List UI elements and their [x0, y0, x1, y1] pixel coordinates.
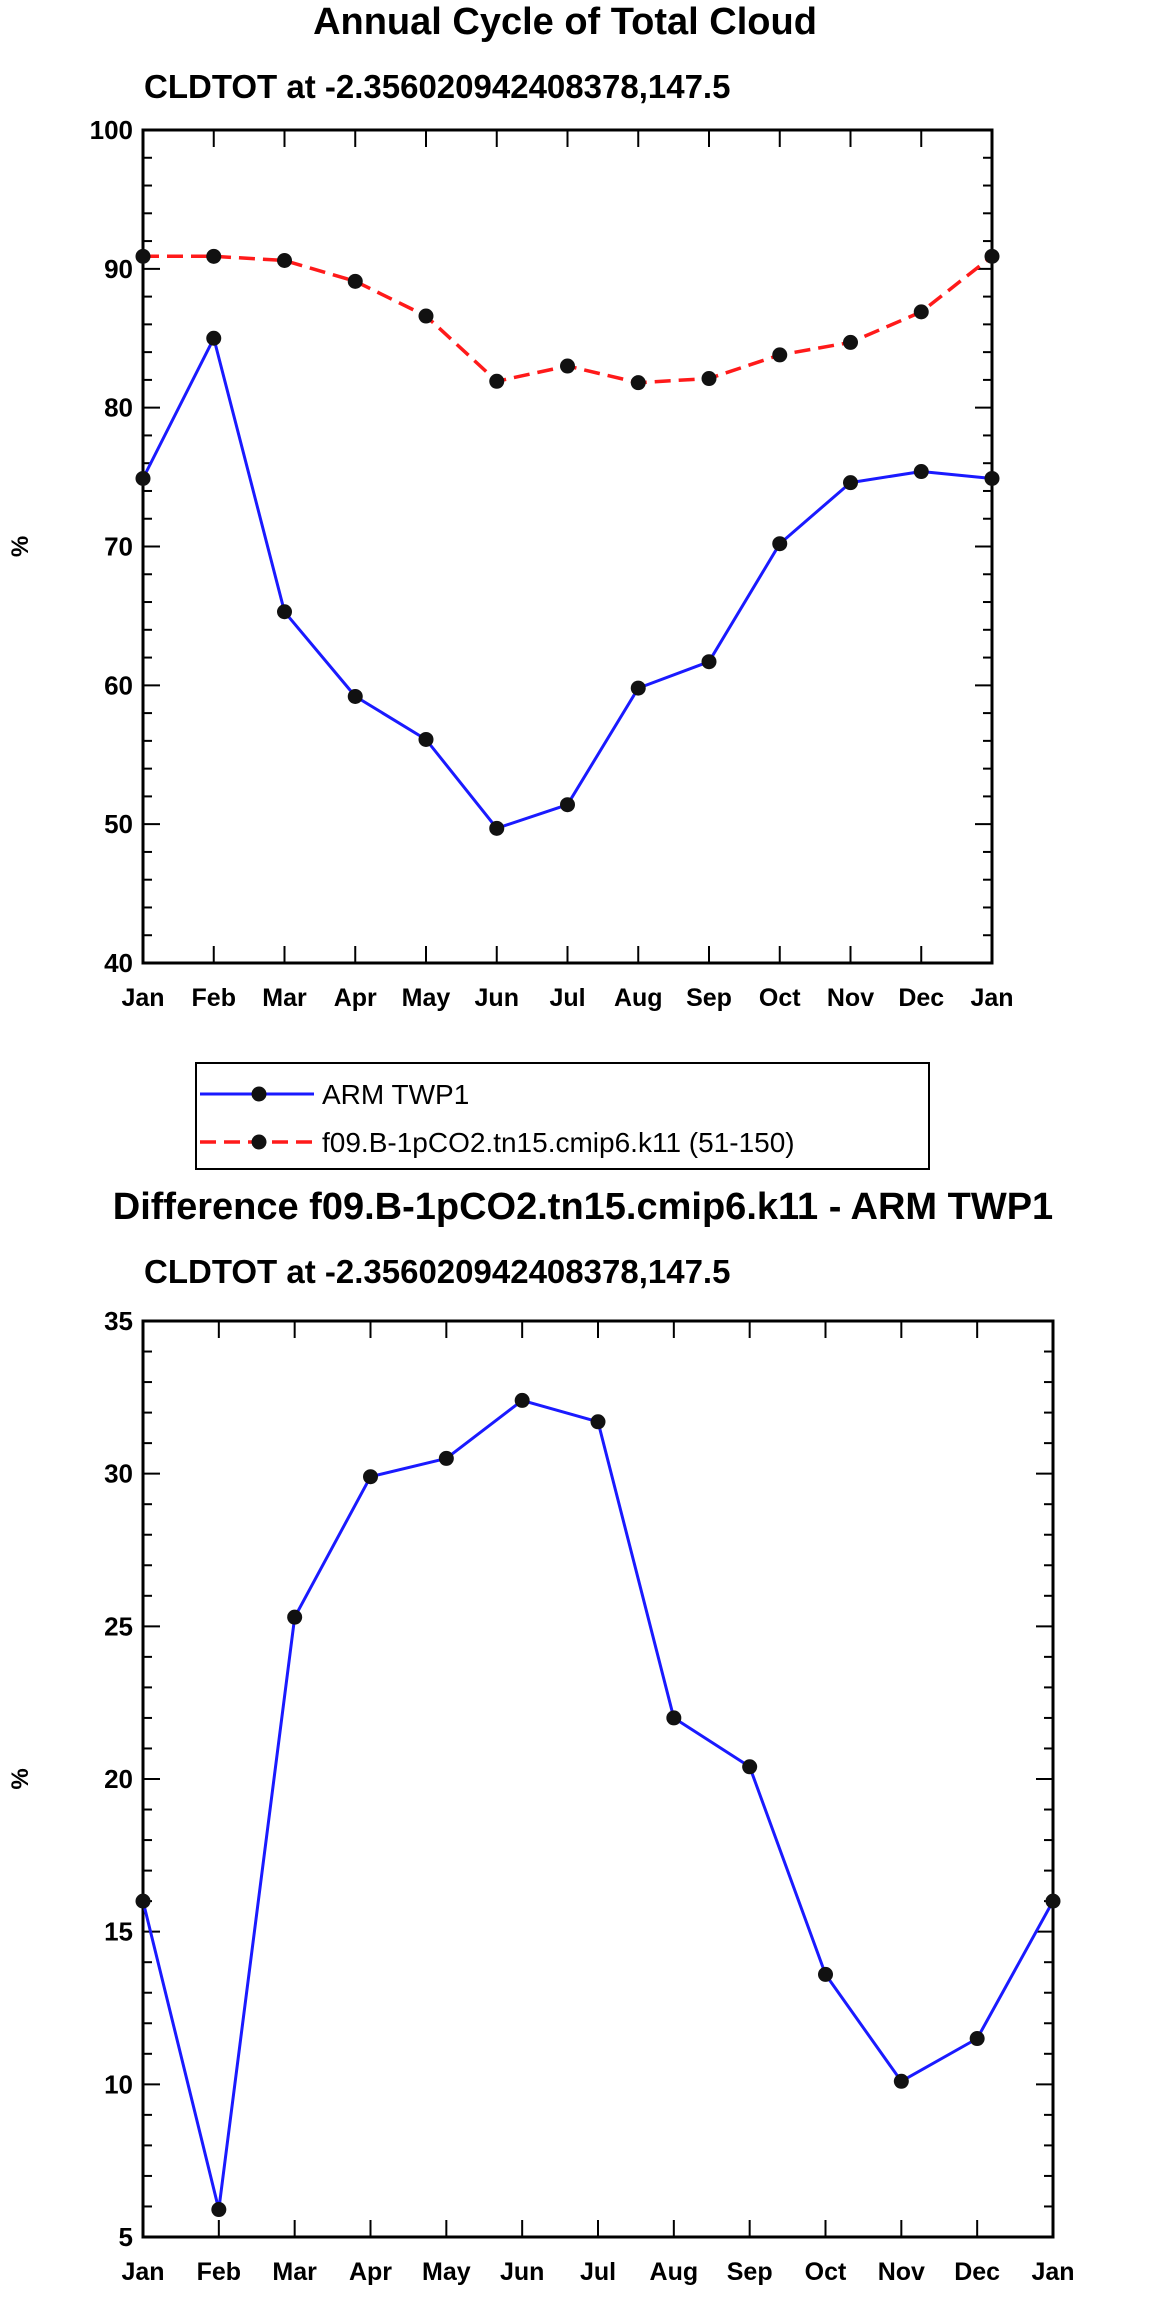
- chart1-ytick-label: 40: [104, 948, 133, 978]
- chart1-series-1-point: [913, 304, 929, 320]
- chart2-xtick-label: Nov: [878, 2258, 925, 2286]
- chart1-series-1-point: [489, 373, 505, 389]
- legend-marker-model: [251, 1134, 267, 1150]
- chart1-series-0-point: [277, 604, 292, 620]
- chart2-series-0-point: [818, 1966, 833, 1982]
- chart2-xtick-label: Jun: [500, 2258, 544, 2286]
- chart1-frame: [141, 128, 994, 965]
- chart1-ytick-label: 50: [104, 809, 133, 839]
- chart1-xtick-label: Feb: [192, 984, 236, 1012]
- chart2-xtick-label: Oct: [805, 2258, 847, 2286]
- chart2-xtick-label: Aug: [650, 2258, 699, 2286]
- chart2-ytick-label: 35: [104, 1306, 133, 1336]
- chart1-xtick-label: Mar: [262, 984, 307, 1012]
- chart2-series-0-point: [514, 1392, 530, 1408]
- chart1-series-1-point: [347, 273, 363, 289]
- chart1-series-1-point: [772, 347, 788, 363]
- chart1-series-0-point: [418, 731, 434, 747]
- chart1-xtick-label: Jun: [475, 984, 519, 1012]
- chart2-xtick-label: May: [422, 2258, 471, 2286]
- chart1-series-1-point: [630, 375, 646, 391]
- chart2-xtick-label: Sep: [727, 2258, 773, 2286]
- chart2-series-0-point: [287, 1609, 303, 1625]
- chart2-xtick-label: Jul: [580, 2258, 616, 2286]
- chart2-series-0-point: [590, 1414, 606, 1430]
- chart1-series-line-0: [141, 336, 993, 830]
- chart1-series-0-point: [347, 688, 363, 704]
- chart2-title: Difference f09.B-1pCO2.tn15.cmip6.k11 - …: [113, 1186, 1053, 1228]
- chart2-ylabel: %: [7, 1768, 34, 1789]
- chart1-series-1-point: [135, 248, 151, 264]
- chart1-xtick-label: Nov: [827, 984, 874, 1012]
- chart1-series-0-point: [135, 470, 151, 486]
- chart1-series-0-point: [984, 470, 1000, 486]
- chart2-xtick-label: Jan: [1031, 2258, 1074, 2286]
- chart1-ytick-label: 90: [104, 254, 133, 284]
- chart2-series-0-point: [135, 1893, 151, 1909]
- chart1-ytick-label: 80: [104, 393, 133, 423]
- chart2-plot: 5 10 15 20 25 30 35 Jan Feb Mar Apr May Jun Jul Aug Sep…: [7, 1306, 1075, 2286]
- chart2-series-0-point: [438, 1450, 454, 1466]
- legend-marker-arm-twp1: [251, 1086, 267, 1102]
- chart1-series-1-point: [701, 371, 717, 387]
- chart1-series-0-point: [701, 654, 717, 670]
- chart1-xtick-label: Jan: [970, 984, 1013, 1012]
- chart1-series-1-point: [206, 248, 222, 264]
- legend-label-model: f09.B-1pCO2.tn15.cmip6.k11 (51-150): [322, 1127, 795, 1158]
- chart1-series-0-point: [489, 820, 505, 836]
- chart2-ytick-label: 25: [104, 1611, 133, 1641]
- legend-label-arm-twp1: ARM TWP1: [322, 1079, 469, 1110]
- chart1-xtick-label: Jan: [121, 984, 164, 1012]
- chart2-ytick-label: 5: [119, 2222, 133, 2252]
- chart2-series-0-point: [893, 2073, 909, 2089]
- chart2-series-line-0: [141, 1398, 1055, 2211]
- chart2-series-0-point: [363, 1469, 378, 1485]
- chart1-series-0-point: [630, 680, 646, 696]
- chart2-ytick-label: 10: [104, 2069, 133, 2099]
- chart1-xtick-label: May: [402, 984, 451, 1012]
- chart1-plot: 40 50 60 70 80 90 100 Jan Feb Mar Apr May Jun Jul Aug S…: [7, 115, 1014, 1012]
- chart1-xtick-label: Apr: [334, 984, 377, 1012]
- chart2-xtick-label: Jan: [121, 2258, 164, 2286]
- chart1-legend: ARM TWP1 f09.B-1pCO2.tn15.cmip6.k11 (51-…: [195, 1062, 930, 1170]
- chart1-subtitle: CLDTOT at -2.356020942408378,147.5: [144, 68, 730, 105]
- chart2-ytick-label: 30: [104, 1459, 133, 1489]
- chart2-series-0-point: [666, 1710, 682, 1726]
- chart1-xtick-label: Aug: [614, 984, 663, 1012]
- chart1-series-0-point: [206, 330, 222, 346]
- chart2-series-0-point: [1045, 1893, 1061, 1909]
- chart2-series-0-point: [211, 2202, 227, 2218]
- chart1-series-1-point: [277, 253, 292, 269]
- chart1-xtick-label: Sep: [686, 984, 732, 1012]
- chart1-xtick-label: Jul: [549, 984, 585, 1012]
- chart1-series-1-point: [843, 334, 858, 350]
- chart1-series-1-point: [418, 308, 434, 324]
- chart1-series-1-point: [560, 358, 575, 374]
- chart1-ylabel: %: [7, 536, 34, 557]
- chart1-ytick-label: 70: [104, 532, 133, 562]
- chart1-series-0-point: [913, 464, 929, 480]
- chart2-xtick-label: Apr: [349, 2258, 392, 2286]
- chart1-series-0-point: [560, 797, 575, 813]
- chart1-xtick-label: Dec: [898, 984, 944, 1012]
- chart2-ytick-label: 15: [104, 1917, 133, 1947]
- chart2-xtick-label: Mar: [272, 2258, 317, 2286]
- chart1-series-1-point: [984, 248, 1000, 264]
- legend-box: [195, 1062, 930, 1170]
- chart2-series-0-point: [742, 1759, 758, 1775]
- chart2-ytick-label: 20: [104, 1764, 133, 1794]
- chart2-subtitle: CLDTOT at -2.356020942408378,147.5: [144, 1253, 730, 1290]
- chart2-xtick-label: Dec: [954, 2258, 1000, 2286]
- chart1-xtick-label: Oct: [759, 984, 801, 1012]
- chart2-frame: [141, 1319, 1055, 2239]
- chart1-series-0-point: [843, 475, 858, 491]
- chart2-xtick-label: Feb: [197, 2258, 241, 2286]
- chart1-ytick-label: 100: [90, 115, 133, 145]
- chart1-ytick-label: 60: [104, 670, 133, 700]
- chart2-series-0-point: [969, 2031, 985, 2047]
- chart1-series-0-point: [772, 536, 788, 552]
- chart1-title: Annual Cycle of Total Cloud: [313, 1, 817, 43]
